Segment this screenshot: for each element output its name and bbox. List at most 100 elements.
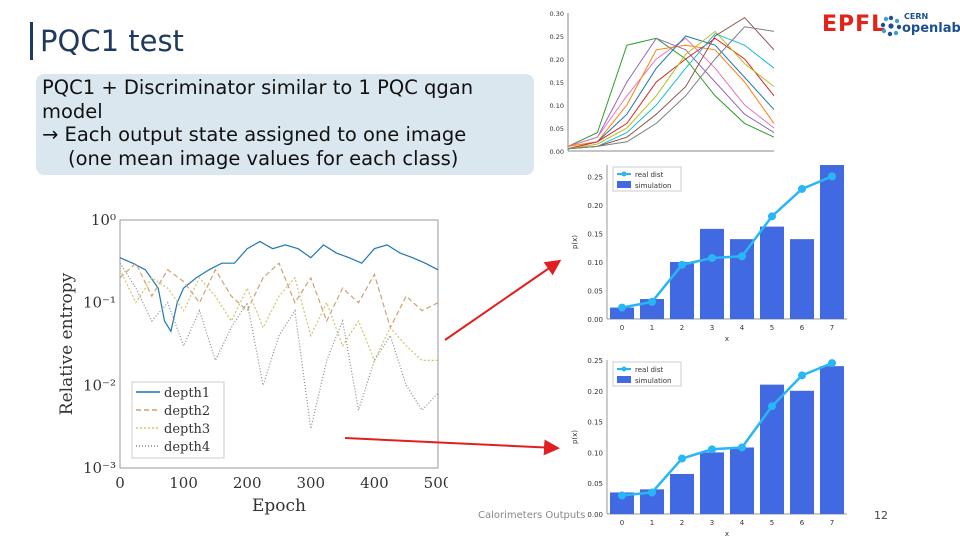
class-series-6 bbox=[567, 30, 775, 150]
legend-swatch-simulation bbox=[617, 181, 631, 188]
legend-marker-real-dist bbox=[621, 366, 627, 372]
x-axis-label: x bbox=[725, 335, 729, 343]
y-tick-label: 0.10 bbox=[587, 449, 603, 457]
real-dist-point-3 bbox=[708, 445, 716, 454]
y-tick-label: 0.05 bbox=[550, 125, 564, 133]
x-tick-label: 1 bbox=[650, 519, 654, 527]
x-tick-label: 500 bbox=[424, 474, 448, 492]
x-tick-label: 7 bbox=[830, 519, 834, 527]
bar-2 bbox=[670, 473, 694, 514]
legend-swatch-simulation bbox=[617, 376, 631, 383]
relative-entropy-chart: 0 100 200 300 400 500 10⁰ 10⁻¹ 10⁻² 10⁻³ Epoch Rela… bbox=[58, 211, 448, 515]
series-line-depth4 bbox=[119, 262, 439, 429]
callout-line-1: PQC1 + Discriminator similar to 1 PQC qg… bbox=[42, 76, 474, 99]
y-tick-label: 0.00 bbox=[587, 316, 603, 324]
real-dist-point-0 bbox=[618, 303, 626, 312]
arrow-to-lower-chart bbox=[344, 437, 560, 456]
arrow-to-upper-chart bbox=[444, 259, 562, 341]
y-tick-label: 0.10 bbox=[550, 102, 564, 110]
bar-2 bbox=[670, 261, 694, 319]
bar-5 bbox=[760, 226, 784, 319]
real-dist-point-3 bbox=[708, 253, 716, 262]
x-tick-label: 0 bbox=[115, 474, 125, 492]
callout-line-2: model bbox=[42, 99, 103, 123]
x-tick-label: 1 bbox=[650, 324, 654, 332]
x-axis-label: x bbox=[725, 530, 729, 538]
openlab-label: openlab bbox=[902, 21, 960, 36]
x-tick-label: 4 bbox=[740, 519, 745, 527]
y-tick-label: 0.25 bbox=[587, 173, 603, 181]
legend-label-real-dist: real dist bbox=[635, 366, 664, 374]
openlab-dots-icon bbox=[880, 15, 902, 37]
real-dist-point-5 bbox=[768, 212, 776, 221]
class-series-7 bbox=[567, 33, 775, 150]
real-dist-point-2 bbox=[678, 454, 686, 463]
class-series-2 bbox=[567, 37, 775, 147]
callout-line-4: (one mean image values for each class) bbox=[68, 146, 459, 170]
legend-label-real-dist: real dist bbox=[635, 171, 664, 179]
x-tick-label: 7 bbox=[830, 324, 834, 332]
series-line-depth2 bbox=[119, 262, 439, 330]
bar-6 bbox=[790, 390, 814, 514]
bar-4 bbox=[730, 447, 754, 514]
x-tick-label: 100 bbox=[169, 474, 198, 492]
y-tick-label: 0.30 bbox=[550, 10, 564, 18]
class-series-5 bbox=[567, 37, 775, 150]
class-series-4 bbox=[567, 35, 775, 150]
y-tick-label: 0.00 bbox=[550, 148, 564, 156]
series-line-depth3 bbox=[119, 269, 438, 362]
bar-7 bbox=[820, 165, 844, 319]
legend-label-simulation: simulation bbox=[635, 182, 672, 190]
real-dist-point-0 bbox=[618, 491, 626, 500]
y-tick-label: 10⁻¹ bbox=[83, 294, 116, 312]
x-tick-label: 6 bbox=[800, 324, 805, 332]
x-tick-label: 5 bbox=[770, 519, 774, 527]
page-number: 12 bbox=[874, 509, 888, 522]
distribution-upper-chart: 0.25 0.20 0.15 0.10 0.05 0.00 0 1 2 3 4 5 6 7 x p(x) rea… bbox=[571, 165, 847, 343]
y-tick-label: 0.15 bbox=[587, 419, 603, 427]
bar-6 bbox=[790, 239, 814, 319]
real-dist-point-6 bbox=[798, 184, 806, 193]
x-tick-label: 400 bbox=[360, 474, 389, 492]
real-dist-point-6 bbox=[798, 371, 806, 380]
real-dist-point-4 bbox=[738, 252, 746, 261]
bar-3 bbox=[700, 228, 724, 319]
title-accent-bar bbox=[30, 22, 33, 60]
bar-0 bbox=[610, 307, 634, 319]
bar-3 bbox=[700, 452, 724, 514]
slide-title: PQC1 test bbox=[40, 24, 184, 58]
y-tick-label: 0.20 bbox=[587, 388, 603, 396]
class-series-9 bbox=[567, 26, 775, 150]
class-series-3 bbox=[567, 44, 775, 147]
real-dist-point-2 bbox=[678, 260, 686, 269]
x-tick-label: 200 bbox=[233, 474, 262, 492]
y-tick-label: 10⁻² bbox=[83, 376, 116, 394]
x-tick-label: 2 bbox=[680, 519, 684, 527]
real-dist-point-4 bbox=[738, 443, 746, 452]
y-tick-label: 0.05 bbox=[587, 287, 603, 295]
y-tick-label: 0.20 bbox=[587, 202, 603, 210]
description-callout: PQC1 + Discriminator similar to 1 PQC qg… bbox=[36, 74, 534, 175]
x-tick-label: 3 bbox=[710, 519, 714, 527]
real-dist-line bbox=[621, 175, 833, 309]
legend-label-depth3: depth3 bbox=[164, 422, 210, 437]
y-axis-label: p(x) bbox=[571, 235, 579, 249]
legend-label-simulation: simulation bbox=[635, 377, 672, 385]
real-dist-point-5 bbox=[768, 402, 776, 411]
x-tick-label: 0 bbox=[620, 519, 624, 527]
x-tick-label: 2 bbox=[680, 324, 684, 332]
class-series-1 bbox=[567, 37, 775, 147]
y-tick-label: 0.05 bbox=[587, 480, 603, 488]
legend-label-depth1: depth1 bbox=[164, 386, 210, 401]
y-tick-label: 10⁰ bbox=[91, 211, 116, 229]
y-tick-label: 0.00 bbox=[587, 511, 603, 519]
x-tick-label: 6 bbox=[800, 519, 805, 527]
legend-label-depth2: depth2 bbox=[164, 404, 210, 419]
x-tick-label: 4 bbox=[740, 324, 745, 332]
real-dist-point-7 bbox=[828, 172, 836, 181]
legend-label-depth4: depth4 bbox=[164, 440, 210, 455]
cern-openlab-logo: CERN openlab bbox=[880, 12, 960, 42]
y-tick-label: 0.15 bbox=[550, 79, 564, 87]
y-tick-label: 0.25 bbox=[587, 357, 603, 365]
